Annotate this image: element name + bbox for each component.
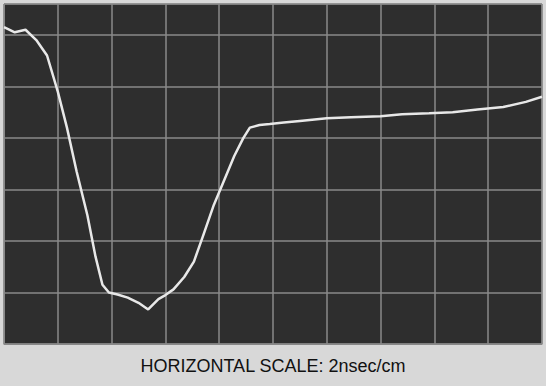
svg-text:HORIZONTAL SCALE: 2nsec/cm: HORIZONTAL SCALE: 2nsec/cm <box>140 356 405 376</box>
